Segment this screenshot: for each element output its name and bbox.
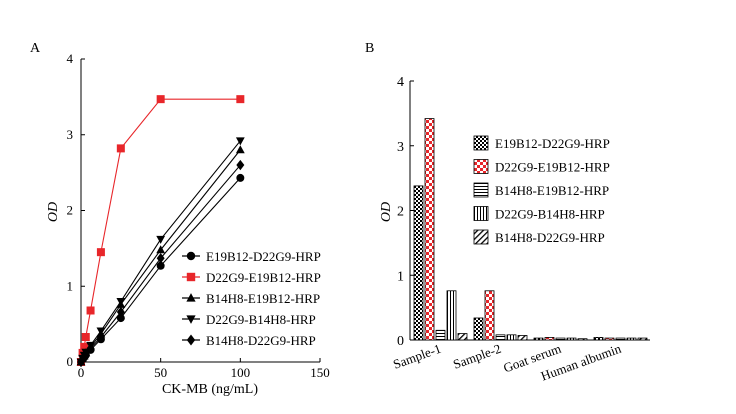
data-point [156,245,166,254]
legend-swatch [473,206,489,221]
data-point [116,144,125,153]
data-point [81,333,90,342]
x-tick-label: 100 [231,365,251,380]
data-point [96,248,105,257]
y-tick-label: 3 [397,140,404,155]
panel-label-a: A [30,41,41,56]
legend-marker [186,293,196,302]
legend-swatch [473,229,489,245]
bar [577,338,588,341]
legend-entry: D22G9-E19B12-HRP [206,270,321,285]
bar [424,118,435,341]
panel-a-line-chart: 0 50 100 150 0 1 2 3 4 CK-MB (ng/mL) OD E19B12-D22G… [46,51,330,397]
data-point [116,314,125,323]
y-axis-label: OD [46,202,61,222]
bar [495,334,506,341]
y-tick-label: 4 [397,75,404,90]
legend-marker [186,315,196,324]
y-axis-label: OD [379,202,394,222]
bar [517,335,528,341]
bar [593,337,604,341]
bar [637,337,648,341]
data-point [235,145,245,154]
bar [533,337,544,341]
data-point [156,235,166,244]
data-point [156,261,165,270]
data-point [156,95,165,104]
legend-swatch [473,182,489,198]
data-point [96,331,105,343]
bar [457,333,468,341]
data-point [116,306,125,318]
bar [506,334,517,341]
bar [435,329,446,341]
bar [413,185,424,341]
legend-swatch [473,159,489,174]
data-point [81,349,90,360]
y-tick-label: 0 [67,354,74,369]
bar [484,290,495,341]
bar [446,290,457,341]
bar [473,317,484,341]
legend-entry: B14H8-E19B12-HRP [206,291,320,306]
y-tick-label: 1 [397,269,404,284]
x-tick-label: 0 [78,365,85,380]
y-tick-label: 2 [397,205,404,220]
legend-marker [186,334,196,346]
legend-entry: B14H8-E19B12-HRP [495,183,609,198]
bar [544,337,555,341]
bar [566,337,577,341]
x-tick-label: 150 [310,365,330,380]
data-point [116,298,126,306]
legend-entry: E19B12-D22G9-HRP [495,136,610,151]
bar [615,337,626,341]
legend-entry: D22G9-E19B12-HRP [495,160,610,175]
legend-entry: B14H8-D22G9-HRP [206,333,316,348]
y-tick-label: 4 [67,51,74,66]
data-point [96,327,106,336]
data-point [86,306,95,315]
data-point [86,343,95,354]
data-point [236,95,245,104]
data-point [80,342,89,351]
y-tick-label: 0 [397,334,404,349]
x-tick-label: 50 [154,365,167,380]
y-tick-label: 2 [67,203,74,218]
bar [555,337,566,341]
x-category-label: Sample-2 [451,341,503,372]
legend-entry: D22G9-B14H8-HRP [206,312,316,327]
data-point [236,173,245,182]
y-tick-label: 3 [67,127,74,142]
bar [626,337,637,341]
panel-label-b: B [365,41,374,56]
data-point [235,137,245,146]
data-point [156,253,165,264]
legend-swatch [473,135,489,151]
x-axis-label: CK-MB (ng/mL) [162,382,258,397]
y-tick-label: 1 [67,278,74,293]
bar [604,337,615,341]
data-point [236,159,245,171]
legend-marker [186,251,196,261]
legend-marker [186,272,196,282]
legend-entry: B14H8-D22G9-HRP [495,230,605,245]
legend-entry: E19B12-D22G9-HRP [206,249,321,264]
legend-entry: D22G9-B14H8-HRP [495,207,605,222]
